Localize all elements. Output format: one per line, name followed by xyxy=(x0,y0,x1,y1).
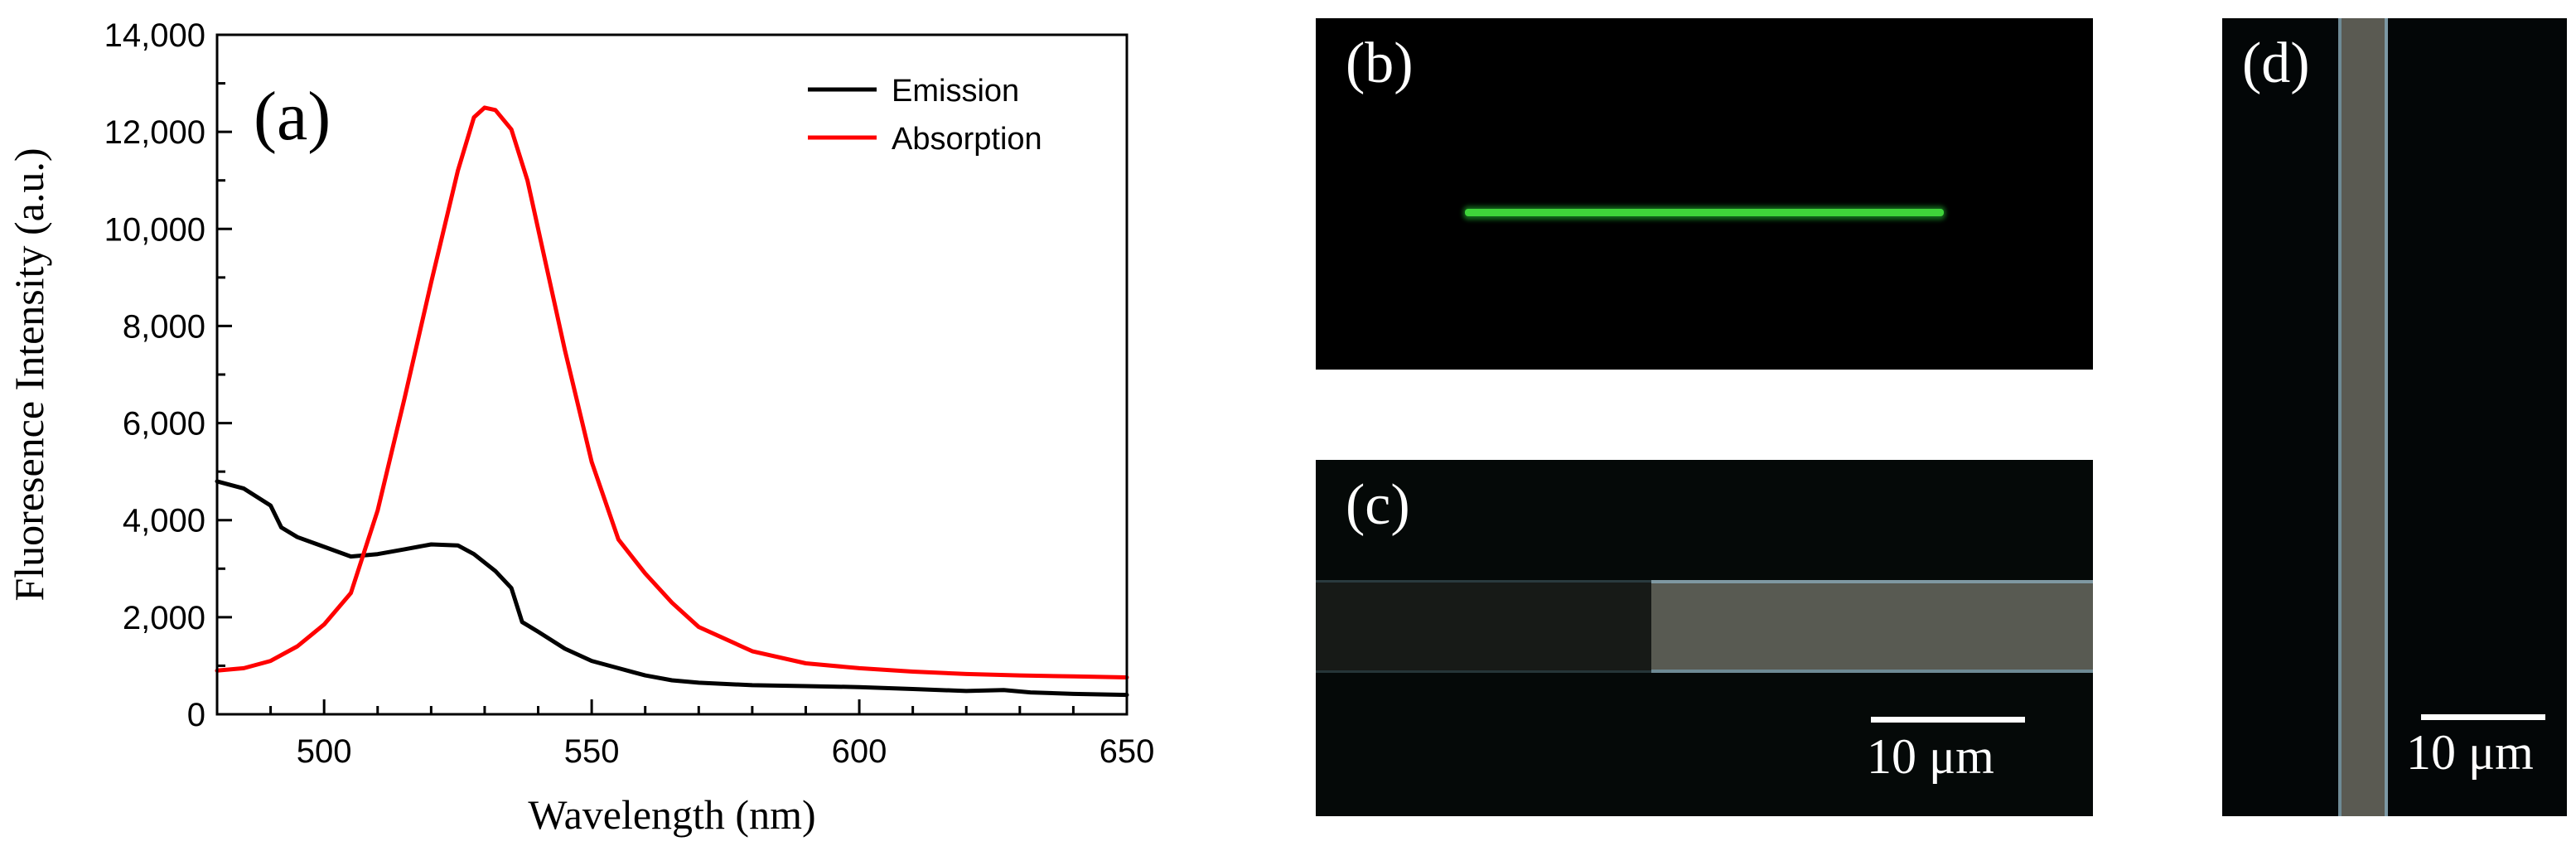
y-tick-label: 4,000 xyxy=(123,503,205,539)
panel-label-a: (a) xyxy=(254,78,331,155)
y-tick-label: 10,000 xyxy=(104,211,205,248)
scale-bar-c xyxy=(1871,717,2025,723)
micrograph-d: (d) 10 μm xyxy=(2222,18,2567,816)
series-line-emission xyxy=(215,479,1129,698)
panel-label-b: (b) xyxy=(1346,31,1414,95)
x-axis-label: Wavelength (nm) xyxy=(528,791,815,838)
panel-label-c: (c) xyxy=(1346,473,1410,537)
chart-a: 500 550 600 650 0 2,000 4,000 6,000 8,000 10,000 1… xyxy=(6,17,1155,838)
y-tick-label: 12,000 xyxy=(104,114,205,151)
y-tick-label: 2,000 xyxy=(123,600,205,636)
x-tick-label: 650 xyxy=(1100,733,1155,770)
panel-label-d: (d) xyxy=(2242,31,2310,95)
nanowire-green-emission xyxy=(1463,206,1945,220)
scale-bar-d xyxy=(2421,714,2545,720)
y-tick-label: 8,000 xyxy=(123,308,205,345)
x-tick-label: 500 xyxy=(297,733,352,770)
y-axis-label: Fluoresence Intensity (a.u.) xyxy=(6,147,52,601)
scale-text-d: 10 μm xyxy=(2406,725,2534,780)
y-tick-label: 0 xyxy=(187,697,205,733)
x-tick-label: 550 xyxy=(564,733,620,770)
legend-label-absorption: Absorption xyxy=(892,122,1042,157)
x-tick-label: 600 xyxy=(832,733,887,770)
micrograph-c: (c) 10 μm xyxy=(1316,460,2093,816)
series-line-absorption xyxy=(215,105,1129,679)
y-tick-label: 14,000 xyxy=(104,17,205,54)
nanowire-brightfield-vertical xyxy=(2338,18,2388,816)
y-tick-label: 6,000 xyxy=(123,406,205,442)
scale-text-c: 10 μm xyxy=(1867,729,1994,784)
legend-label-emission: Emission xyxy=(892,74,1019,109)
micrograph-b: (b) xyxy=(1316,18,2093,370)
nanowire-brightfield-horizontal xyxy=(1316,580,2093,673)
